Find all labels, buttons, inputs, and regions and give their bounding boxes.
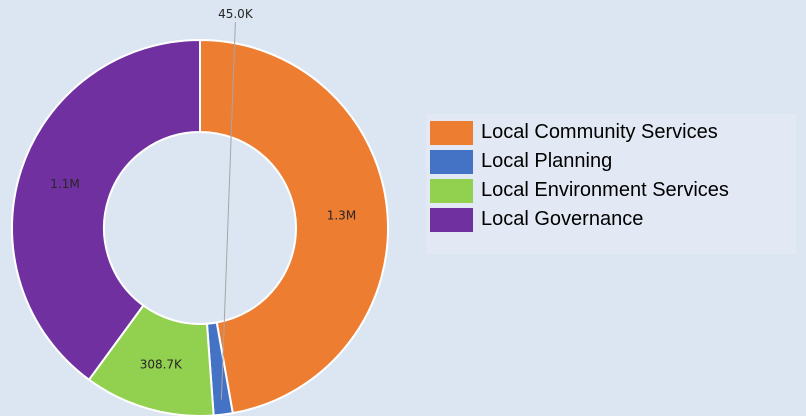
legend-label-local-governance: Local Governance (481, 208, 644, 230)
data-label-local-planning: 45.0K (218, 7, 254, 21)
legend-swatch-local-environment-services (430, 178, 473, 203)
donut-chart-plot: 1.3M 45.0K 308.7K 1.1M (11, 7, 389, 416)
legend-label-local-community-services: Local Community Services (481, 121, 718, 143)
legend-background (426, 114, 796, 254)
legend-item-local-planning: Local Planning (430, 147, 729, 176)
legend-item-local-governance: Local Governance (430, 205, 729, 234)
chart-legend: Local Community Services Local Planning Lo… (430, 118, 729, 234)
donut-slice-local-governance (11, 38, 201, 382)
legend-swatch-local-community-services (430, 120, 473, 145)
data-label-local-community-services: 1.3M (327, 209, 356, 223)
donut-slice-local-community-services (199, 38, 389, 415)
legend-label-local-planning: Local Planning (481, 150, 613, 172)
legend-swatch-local-planning (430, 149, 473, 174)
legend-swatch-local-governance (430, 207, 473, 232)
legend-label-local-environment-services: Local Environment Services (481, 179, 729, 201)
leader-line-local-planning (220, 21, 236, 400)
data-label-local-environment-services: 308.7K (140, 357, 183, 371)
legend-item-local-community-services: Local Community Services (430, 118, 729, 147)
legend-item-local-environment-services: Local Environment Services (430, 176, 729, 205)
data-label-local-governance: 1.1M (50, 177, 79, 191)
